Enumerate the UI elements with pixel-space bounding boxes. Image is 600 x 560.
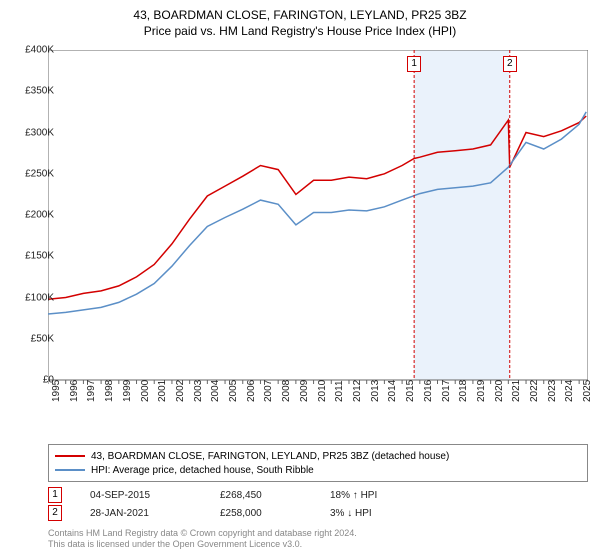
footer: Contains HM Land Registry data © Crown c… [48,528,357,550]
title-block: 43, BOARDMAN CLOSE, FARINGTON, LEYLAND, … [0,0,600,38]
x-axis-label: 2025 [582,380,593,402]
sale-marker-box: 1 [48,487,62,503]
sale-price: £268,450 [220,490,330,501]
x-axis-label: 2016 [423,380,434,402]
x-axis-label: 2001 [157,380,168,402]
chart-svg [48,50,588,410]
x-axis-label: 2024 [564,380,575,402]
sale-date: 28-JAN-2021 [90,508,220,519]
y-axis-label: £300K [10,127,54,138]
x-axis-label: 2005 [228,380,239,402]
sale-marker-box: 2 [48,505,62,521]
x-axis-label: 2011 [334,380,345,402]
x-axis-label: 2000 [140,380,151,402]
x-axis-label: 2017 [441,380,452,402]
chart-container: 43, BOARDMAN CLOSE, FARINGTON, LEYLAND, … [0,0,600,560]
x-axis-label: 2018 [458,380,469,402]
x-axis-label: 2009 [299,380,310,402]
legend-item: HPI: Average price, detached house, Sout… [55,463,581,477]
sales-table: 1 04-SEP-2015 £268,450 18% ↑ HPI 2 28-JA… [48,486,588,522]
y-axis-label: £50K [10,333,54,344]
legend-item: 43, BOARDMAN CLOSE, FARINGTON, LEYLAND, … [55,449,581,463]
x-axis-label: 2008 [281,380,292,402]
chart-area: 12 [48,50,588,410]
legend-label: HPI: Average price, detached house, Sout… [91,465,314,476]
legend: 43, BOARDMAN CLOSE, FARINGTON, LEYLAND, … [48,444,588,482]
x-axis-label: 1998 [104,380,115,402]
chart-sale-marker: 1 [407,56,421,72]
sale-delta: 3% ↓ HPI [330,508,410,519]
x-axis-label: 2006 [246,380,257,402]
x-axis-label: 2007 [263,380,274,402]
legend-swatch [55,469,85,471]
x-axis-label: 1997 [86,380,97,402]
chart-sale-marker: 2 [503,56,517,72]
y-axis-label: £100K [10,292,54,303]
x-axis-label: 2015 [405,380,416,402]
x-axis-label: 2012 [352,380,363,402]
x-axis-label: 2003 [193,380,204,402]
sale-price: £258,000 [220,508,330,519]
x-axis-label: 1999 [122,380,133,402]
y-axis-label: £400K [10,45,54,56]
x-axis-label: 1996 [69,380,80,402]
y-axis-label: £0 [10,375,54,386]
sale-date: 04-SEP-2015 [90,490,220,501]
x-axis-label: 2019 [476,380,487,402]
sale-row: 1 04-SEP-2015 £268,450 18% ↑ HPI [48,486,588,504]
footer-line: Contains HM Land Registry data © Crown c… [48,528,357,539]
x-axis-label: 2021 [511,380,522,402]
x-axis-label: 2010 [317,380,328,402]
title-address: 43, BOARDMAN CLOSE, FARINGTON, LEYLAND, … [0,8,600,22]
title-subtitle: Price paid vs. HM Land Registry's House … [0,24,600,38]
x-axis-label: 2014 [387,380,398,402]
y-axis-label: £350K [10,86,54,97]
sale-row: 2 28-JAN-2021 £258,000 3% ↓ HPI [48,504,588,522]
x-axis-label: 2020 [494,380,505,402]
legend-swatch [55,455,85,457]
footer-line: This data is licensed under the Open Gov… [48,539,357,550]
y-axis-label: £250K [10,168,54,179]
x-axis-label: 2023 [547,380,558,402]
legend-label: 43, BOARDMAN CLOSE, FARINGTON, LEYLAND, … [91,451,449,462]
sale-delta: 18% ↑ HPI [330,490,410,501]
x-axis-label: 2004 [210,380,221,402]
x-axis-label: 2002 [175,380,186,402]
x-axis-label: 2022 [529,380,540,402]
y-axis-label: £200K [10,210,54,221]
y-axis-label: £150K [10,251,54,262]
x-axis-label: 2013 [370,380,381,402]
x-axis-label: 1995 [51,380,62,402]
